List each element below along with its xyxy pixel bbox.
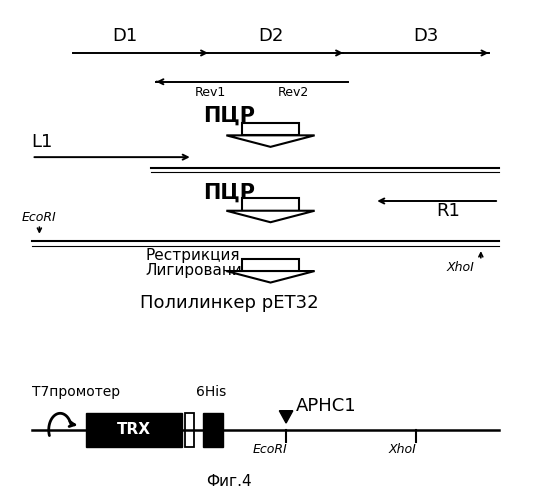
Text: XhoI: XhoI bbox=[446, 261, 474, 274]
Text: EcoRI: EcoRI bbox=[253, 444, 288, 456]
Text: XhoI: XhoI bbox=[389, 444, 417, 456]
Text: Лигирование: Лигирование bbox=[146, 262, 252, 278]
Text: Т7промотер: Т7промотер bbox=[31, 385, 120, 399]
Text: D1: D1 bbox=[113, 27, 138, 45]
Polygon shape bbox=[242, 258, 299, 271]
Text: Rev2: Rev2 bbox=[278, 86, 309, 99]
Polygon shape bbox=[242, 198, 299, 210]
Bar bbox=[185, 413, 194, 447]
Text: D2: D2 bbox=[258, 27, 283, 45]
Text: Полилинкер pET32: Полилинкер pET32 bbox=[140, 294, 318, 312]
Polygon shape bbox=[279, 410, 293, 423]
Polygon shape bbox=[226, 271, 315, 282]
Text: L1: L1 bbox=[31, 133, 53, 151]
Text: ПЦР: ПЦР bbox=[203, 106, 255, 126]
Bar bbox=[203, 413, 223, 447]
Text: Рестрикция: Рестрикция bbox=[146, 248, 240, 264]
Text: APHC1: APHC1 bbox=[295, 397, 356, 415]
Polygon shape bbox=[242, 123, 299, 136]
Bar bbox=[86, 413, 182, 447]
Text: D3: D3 bbox=[414, 27, 439, 45]
Text: R1: R1 bbox=[437, 202, 460, 220]
Text: ПЦР: ПЦР bbox=[203, 183, 255, 203]
Polygon shape bbox=[226, 210, 315, 222]
Text: EcoRI: EcoRI bbox=[21, 211, 56, 224]
Text: Rev1: Rev1 bbox=[195, 86, 226, 99]
Text: TRX: TRX bbox=[117, 422, 151, 438]
Text: 6His: 6His bbox=[196, 385, 226, 399]
Text: Фиг.4: Фиг.4 bbox=[206, 474, 252, 489]
Polygon shape bbox=[226, 136, 315, 147]
